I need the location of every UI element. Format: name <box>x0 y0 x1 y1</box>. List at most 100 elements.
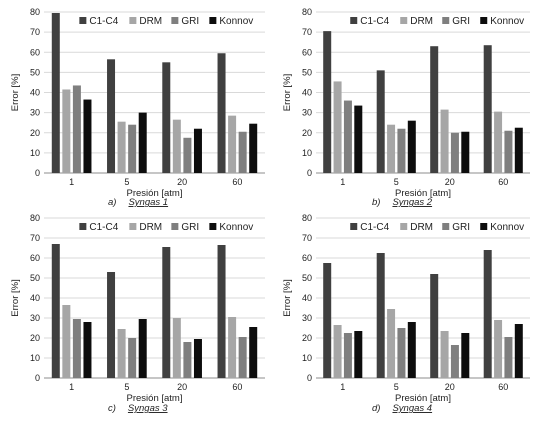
legend-swatch <box>171 223 179 230</box>
y-axis-label: Error [%] <box>10 279 21 316</box>
bar-konnov-60 <box>249 123 258 173</box>
legend-label: GRI <box>181 16 199 27</box>
bar-konnov-5 <box>138 319 147 378</box>
bar-konnov-60 <box>514 324 523 378</box>
x-tick-label: 20 <box>177 382 187 392</box>
y-axis-label: Error [%] <box>10 74 21 111</box>
y-axis-label: Error [%] <box>282 74 293 111</box>
x-axis-label: Presión [atm] <box>127 188 183 199</box>
bar-drm-1 <box>333 81 342 173</box>
legend-swatch <box>480 17 488 24</box>
bar-drm-20 <box>440 331 449 378</box>
bar-gri-20 <box>183 137 192 173</box>
x-tick-label: 5 <box>394 177 399 187</box>
bar-konnov-20 <box>461 131 470 173</box>
bar-drm-1 <box>333 325 342 378</box>
x-tick-label: 1 <box>340 382 345 392</box>
bar-drm-60 <box>228 115 237 173</box>
legend-label: DRM <box>410 222 433 233</box>
legend-label: GRI <box>452 222 470 233</box>
bar-gri-1 <box>72 85 81 173</box>
legend: C1-C4 DRM GRI Konnov <box>79 16 253 27</box>
y-tick-label: 60 <box>30 47 40 57</box>
caption-letter: b) <box>372 197 380 208</box>
y-tick-label: 50 <box>302 67 312 77</box>
bar-konnov-60 <box>249 327 258 378</box>
y-tick-label: 50 <box>302 273 312 283</box>
y-tick-label: 10 <box>302 353 312 363</box>
bar-c1-c4-5 <box>107 59 116 174</box>
x-tick-label: 20 <box>445 382 455 392</box>
legend-swatch <box>442 223 450 230</box>
chart-caption: c) Syngas 3 <box>108 403 168 414</box>
y-tick-label: 20 <box>302 128 312 138</box>
y-tick-label: 20 <box>30 333 40 343</box>
x-tick-label: 5 <box>394 382 399 392</box>
caption-name: Syngas 1 <box>128 197 168 208</box>
bar-konnov-20 <box>193 128 202 173</box>
x-tick-label: 60 <box>498 382 508 392</box>
legend-label: DRM <box>139 222 162 233</box>
y-tick-label: 60 <box>302 47 312 57</box>
bar-konnov-1 <box>83 322 92 378</box>
bar-konnov-1 <box>83 99 92 173</box>
bar-drm-60 <box>494 111 503 173</box>
y-tick-label: 0 <box>307 168 312 178</box>
bar-c1-c4-20 <box>162 62 171 173</box>
x-tick-label: 60 <box>498 177 508 187</box>
legend-label: C1-C4 <box>360 16 389 27</box>
bar-konnov-20 <box>461 333 470 378</box>
bar-drm-1 <box>62 305 71 378</box>
legend-label: Konnov <box>219 16 253 27</box>
bar-gri-5 <box>128 338 137 378</box>
x-tick-label: 5 <box>124 382 129 392</box>
legend-swatch <box>442 17 450 24</box>
y-tick-label: 30 <box>302 108 312 118</box>
chart-caption: a) Syngas 1 <box>108 197 168 208</box>
y-tick-label: 0 <box>35 373 40 383</box>
bar-c1-c4-5 <box>107 272 116 378</box>
legend-swatch <box>480 223 488 230</box>
legend: C1-C4 DRM GRI Konnov <box>350 222 524 233</box>
bar-c1-c4-1 <box>323 263 332 378</box>
y-tick-label: 70 <box>30 233 40 243</box>
y-tick-label: 30 <box>30 108 40 118</box>
bar-drm-5 <box>117 121 126 173</box>
legend-swatch <box>400 17 408 24</box>
y-tick-label: 70 <box>30 27 40 37</box>
bar-drm-5 <box>117 329 126 378</box>
legend-label: DRM <box>139 16 162 27</box>
x-tick-label: 60 <box>232 382 242 392</box>
x-axis-label: Presión [atm] <box>395 393 451 404</box>
y-tick-label: 30 <box>302 313 312 323</box>
bar-gri-5 <box>397 128 406 173</box>
legend-swatch <box>209 17 217 24</box>
legend-label: Konnov <box>219 222 253 233</box>
bar-c1-c4-60 <box>217 53 226 173</box>
y-tick-label: 0 <box>307 373 312 383</box>
chart-caption: b) Syngas 2 <box>372 197 433 208</box>
bar-gri-60 <box>238 337 247 378</box>
bar-c1-c4-5 <box>376 253 385 378</box>
legend-swatch <box>129 223 137 230</box>
y-axis-label: Error [%] <box>282 279 293 316</box>
bar-gri-60 <box>504 337 513 378</box>
bar-gri-1 <box>343 333 352 378</box>
bar-konnov-20 <box>193 339 202 378</box>
x-tick-label: 1 <box>69 177 74 187</box>
y-tick-label: 80 <box>30 213 40 223</box>
y-tick-label: 40 <box>302 293 312 303</box>
bar-drm-60 <box>228 317 237 378</box>
legend-swatch <box>350 223 358 230</box>
y-tick-label: 20 <box>30 128 40 138</box>
bar-c1-c4-20 <box>430 46 439 173</box>
legend-swatch <box>209 223 217 230</box>
bar-konnov-5 <box>407 120 416 173</box>
legend-label: Konnov <box>490 222 524 233</box>
y-tick-label: 80 <box>302 213 312 223</box>
legend: C1-C4 DRM GRI Konnov <box>350 16 524 27</box>
x-tick-label: 20 <box>445 177 455 187</box>
y-tick-label: 40 <box>30 88 40 98</box>
legend-label: GRI <box>181 222 199 233</box>
